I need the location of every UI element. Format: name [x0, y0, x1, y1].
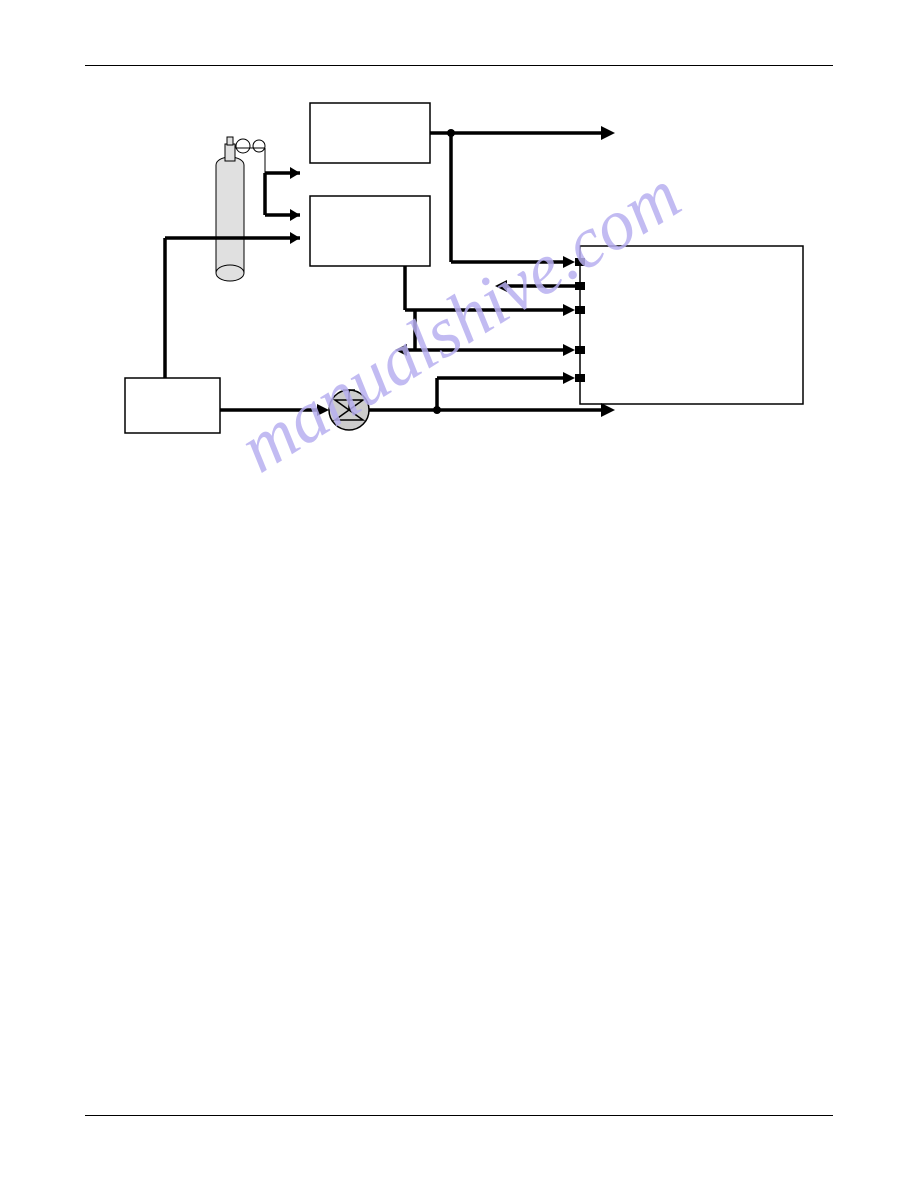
port — [575, 374, 585, 382]
arrow-head-icon — [563, 372, 575, 384]
arrow-head-icon — [395, 344, 407, 356]
valve-icon — [329, 390, 369, 430]
arrow-head-icon — [563, 304, 575, 316]
arrow-head-icon — [563, 256, 575, 268]
mid-box — [310, 196, 430, 266]
flow-diagram — [85, 88, 833, 468]
bottom-horizontal-rule — [85, 1115, 833, 1116]
arrow-head-icon — [290, 232, 300, 244]
arrow-head-icon — [317, 404, 329, 416]
right-box — [580, 246, 803, 404]
arrow-head-icon — [601, 126, 615, 140]
port — [575, 306, 585, 314]
arrow-head-icon — [495, 280, 507, 292]
port — [575, 346, 585, 354]
port — [575, 258, 585, 266]
gas-cylinder-icon — [216, 137, 265, 281]
arrow-head-icon — [601, 403, 615, 417]
junction-dot — [433, 406, 441, 414]
diagram-svg — [85, 88, 833, 468]
arrow-head-icon — [290, 167, 300, 179]
arrow-head-icon — [563, 344, 575, 356]
top-horizontal-rule — [85, 65, 833, 66]
top-box — [310, 103, 430, 163]
arrow-head-icon — [290, 209, 300, 221]
port — [575, 282, 585, 290]
junction-dot — [447, 129, 455, 137]
bottom-left-box — [125, 378, 220, 433]
